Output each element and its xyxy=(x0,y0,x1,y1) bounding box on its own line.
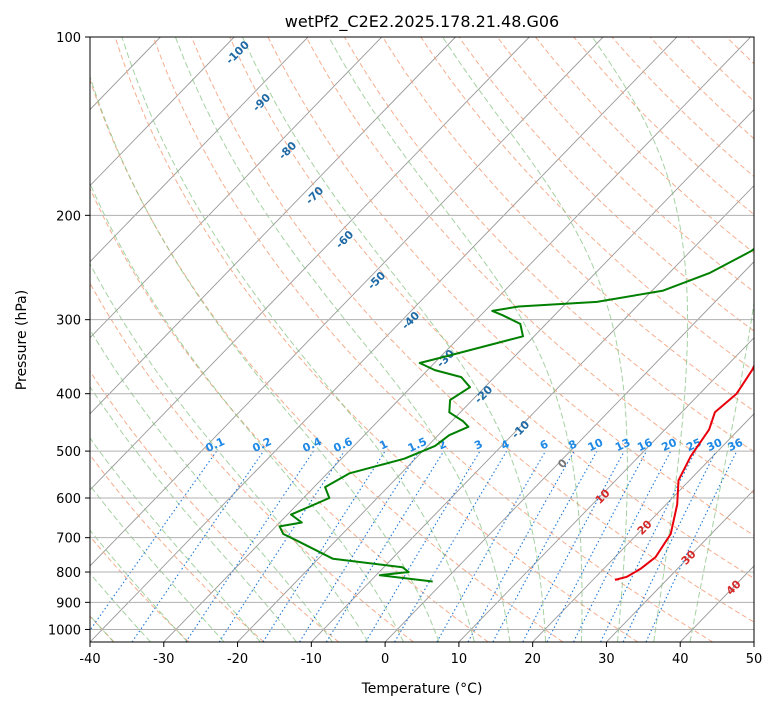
x-tick-label: -40 xyxy=(79,652,100,667)
y-tick-label: 400 xyxy=(56,388,81,403)
y-tick-label: 500 xyxy=(56,445,81,460)
x-tick-label: -20 xyxy=(227,652,248,667)
x-tick-label: -30 xyxy=(153,652,174,667)
y-tick-label: 1000 xyxy=(48,623,81,638)
x-tick-label: 40 xyxy=(672,652,689,667)
x-tick-label: 50 xyxy=(746,652,763,667)
y-tick-label: 200 xyxy=(56,209,81,224)
chart-title: wetPf2_C2E2.2025.178.21.48.G06 xyxy=(285,12,559,32)
y-tick-label: 700 xyxy=(56,532,81,547)
y-tick-label: 800 xyxy=(56,566,81,581)
x-tick-label: 0 xyxy=(381,652,389,667)
x-tick-label: 20 xyxy=(524,652,541,667)
y-axis-label: Pressure (hPa) xyxy=(14,290,30,390)
x-tick-label: -10 xyxy=(301,652,322,667)
y-tick-label: 300 xyxy=(56,314,81,329)
y-tick-label: 900 xyxy=(56,596,81,611)
x-tick-label: 30 xyxy=(598,652,615,667)
x-axis-label: Temperature (°C) xyxy=(361,681,483,697)
y-tick-label: 600 xyxy=(56,492,81,507)
y-tick-label: 100 xyxy=(56,31,81,46)
x-tick-label: 10 xyxy=(451,652,468,667)
